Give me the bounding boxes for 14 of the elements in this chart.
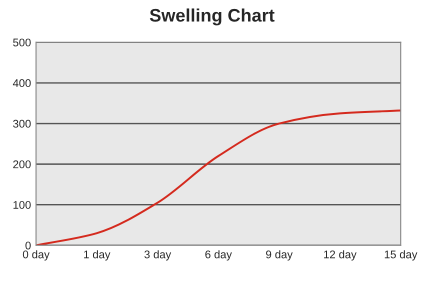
y-tick-label: 300 <box>13 120 31 128</box>
y-tick-label: 500 <box>13 38 31 46</box>
x-tick-label: 12 day <box>324 250 357 261</box>
x-tick-label: 0 day <box>22 250 50 261</box>
x-tick-label: 1 day <box>84 250 110 261</box>
x-tick-label: 15 day <box>384 250 418 261</box>
y-tick-label: 100 <box>13 201 31 209</box>
chart-title: Swelling Chart <box>150 8 274 26</box>
x-tick-label: 3 day <box>144 250 172 261</box>
x-tick-label: 9 day <box>266 250 293 261</box>
y-tick-label: 400 <box>12 79 31 88</box>
x-tick-label: 6 day <box>205 250 232 261</box>
y-tick-label: 200 <box>13 160 31 168</box>
y-tick-label: 0 <box>25 242 31 250</box>
